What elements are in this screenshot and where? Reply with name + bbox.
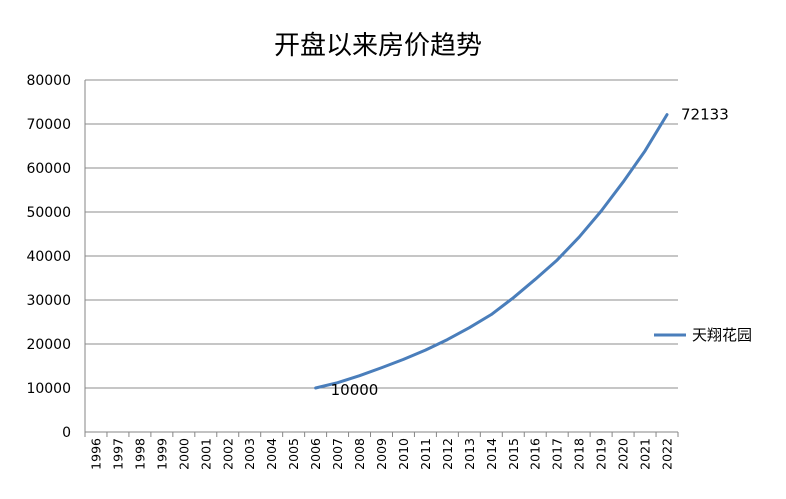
data-point — [490, 313, 493, 316]
x-tick-label: 2003 — [242, 438, 257, 470]
x-tick-label: 2010 — [396, 438, 411, 470]
y-tick-label: 40000 — [26, 249, 71, 265]
x-axis-ticks: 1996 1997 1998 1999 2000 2001 2002 2003 2004 2005… — [84, 432, 679, 470]
data-point — [446, 338, 449, 341]
chart-title: 开盘以来房价趋势 — [274, 31, 482, 61]
x-tick-label: 1997 — [110, 438, 125, 470]
data-point — [621, 180, 625, 184]
data-point — [512, 296, 515, 299]
y-tick-label: 80000 — [26, 73, 71, 89]
data-point — [336, 381, 339, 384]
y-tick-label: 10000 — [26, 381, 71, 397]
data-point — [577, 235, 581, 239]
data-point — [380, 366, 383, 369]
x-tick-label: 1999 — [154, 438, 169, 470]
x-tick-label: 2021 — [638, 438, 653, 470]
x-tick-label: 2009 — [374, 438, 389, 470]
series-group — [314, 113, 669, 390]
x-tick-label: 2016 — [528, 438, 543, 470]
y-tick-label: 70000 — [26, 117, 71, 133]
x-tick-label: 1998 — [132, 438, 147, 470]
data-point — [599, 209, 603, 213]
x-tick-label: 2008 — [352, 438, 367, 470]
data-labels: 10000 72133 — [331, 106, 729, 399]
x-tick-label: 2014 — [484, 438, 499, 470]
x-tick-label: 2019 — [594, 438, 609, 470]
data-point — [643, 149, 647, 153]
series-line — [314, 113, 669, 390]
x-tick-label: 1996 — [88, 438, 103, 470]
data-point — [665, 113, 669, 116]
data-point — [468, 326, 471, 329]
x-tick-label: 2017 — [550, 438, 565, 470]
legend-label: 天翔花园 — [692, 326, 752, 344]
data-point — [358, 374, 361, 377]
x-tick-label: 2000 — [176, 438, 191, 470]
y-tick-label: 0 — [62, 425, 71, 441]
data-point — [402, 358, 405, 361]
x-tick-label: 2018 — [572, 438, 587, 470]
x-tick-label: 2012 — [440, 438, 455, 470]
gridlines — [84, 79, 678, 433]
data-point — [314, 386, 317, 390]
y-tick-label: 50000 — [26, 205, 71, 221]
x-tick-label: 2013 — [462, 438, 477, 470]
y-tick-label: 30000 — [26, 293, 71, 309]
data-point — [556, 258, 559, 262]
x-tick-label: 2007 — [330, 438, 345, 470]
x-tick-label: 2015 — [506, 438, 521, 470]
data-label: 72133 — [681, 106, 729, 124]
y-axis-ticks: 0 10000 20000 30000 40000 50000 60000 70000 8000… — [26, 73, 71, 441]
x-tick-label: 2005 — [286, 438, 301, 470]
x-tick-label: 2006 — [308, 438, 323, 470]
x-tick-label: 2001 — [198, 438, 213, 470]
x-tick-label: 2022 — [660, 438, 675, 470]
data-point — [534, 278, 537, 281]
legend: 天翔花园 — [654, 326, 752, 344]
x-tick-label: 2004 — [264, 438, 279, 470]
x-tick-label: 2020 — [616, 438, 631, 470]
y-tick-label: 20000 — [26, 337, 71, 353]
data-point — [424, 348, 427, 352]
data-label: 10000 — [331, 381, 379, 399]
x-tick-label: 2011 — [418, 438, 433, 470]
x-tick-label: 2002 — [220, 438, 235, 470]
y-tick-label: 60000 — [26, 161, 71, 177]
